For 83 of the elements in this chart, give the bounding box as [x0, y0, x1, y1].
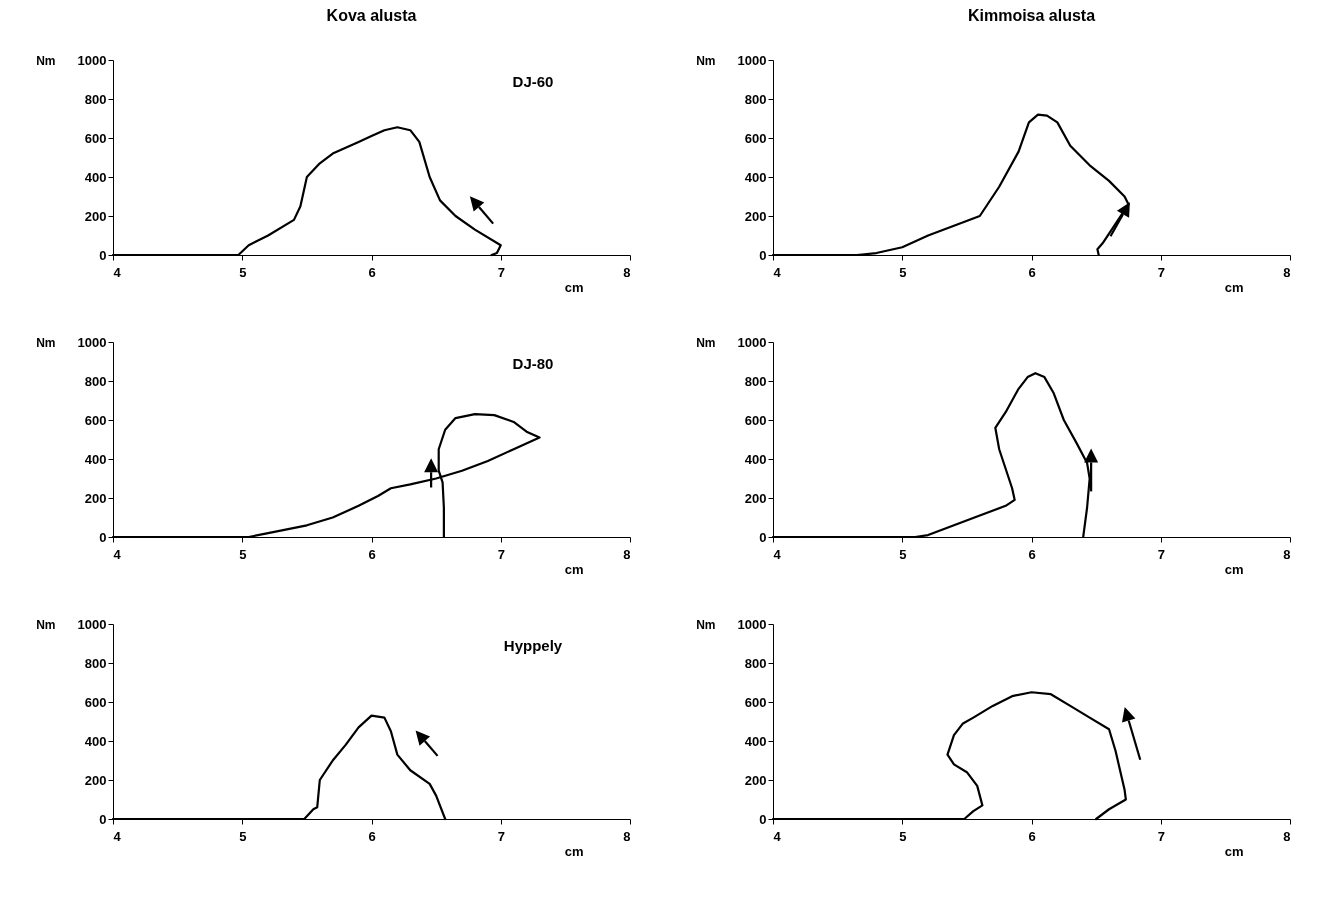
- y-tick-label: 200: [84, 490, 107, 506]
- x-tick-label: 8: [1283, 264, 1291, 280]
- x-tick-label: 6: [368, 546, 376, 562]
- x-tick-label: 8: [623, 828, 631, 844]
- x-tick-label: 4: [773, 546, 782, 562]
- x-tick-label: 8: [1283, 828, 1291, 844]
- x-tick-label: 5: [899, 546, 907, 562]
- y-tick-label: 1000: [77, 52, 107, 68]
- x-axis-title: cm: [1224, 843, 1244, 859]
- y-tick-label: 1000: [77, 616, 107, 632]
- y-tick-label: 600: [744, 694, 767, 710]
- x-tick-label: 5: [899, 264, 907, 280]
- y-tick-label: 800: [84, 655, 107, 671]
- x-tick-label: 7: [1157, 546, 1165, 562]
- chart-title: Kimmoisa alusta: [967, 7, 1096, 24]
- y-tick-label: 200: [744, 772, 767, 788]
- y-axis-title: Nm: [36, 617, 56, 632]
- annotation: Hyppely: [503, 637, 563, 654]
- y-tick-label: 0: [759, 811, 767, 827]
- y-tick-label: 600: [744, 412, 767, 428]
- x-tick-label: 8: [623, 264, 631, 280]
- x-tick-label: 6: [1028, 546, 1036, 562]
- y-tick-label: 400: [84, 733, 107, 749]
- y-tick-label: 1000: [737, 334, 767, 350]
- y-axis-title: Nm: [696, 617, 716, 632]
- y-tick-label: 0: [759, 247, 767, 263]
- x-tick-label: 4: [113, 264, 122, 280]
- x-axis-title: cm: [564, 843, 584, 859]
- y-tick-label: 200: [744, 490, 767, 506]
- y-tick-label: 800: [744, 373, 767, 389]
- y-axis-title: Nm: [696, 53, 716, 68]
- y-tick-label: 0: [99, 529, 107, 545]
- y-tick-label: 0: [759, 529, 767, 545]
- y-tick-label: 800: [84, 91, 107, 107]
- x-axis-title: cm: [1224, 279, 1244, 295]
- x-tick-label: 7: [497, 264, 505, 280]
- y-axis-title: Nm: [696, 335, 716, 350]
- x-tick-label: 8: [623, 546, 631, 562]
- y-tick-label: 0: [99, 811, 107, 827]
- x-tick-label: 5: [239, 828, 247, 844]
- y-tick-label: 600: [84, 130, 107, 146]
- y-tick-label: 1000: [737, 616, 767, 632]
- y-tick-label: 800: [84, 373, 107, 389]
- y-tick-label: 600: [84, 412, 107, 428]
- y-tick-label: 800: [744, 91, 767, 107]
- x-tick-label: 4: [113, 546, 122, 562]
- y-tick-label: 400: [744, 451, 767, 467]
- x-axis-title: cm: [1224, 561, 1244, 577]
- x-tick-label: 5: [239, 546, 247, 562]
- y-tick-label: 400: [744, 169, 767, 185]
- y-tick-label: 600: [84, 694, 107, 710]
- y-tick-label: 200: [84, 208, 107, 224]
- y-tick-label: 600: [744, 130, 767, 146]
- y-tick-label: 1000: [77, 334, 107, 350]
- y-tick-label: 0: [99, 247, 107, 263]
- x-axis-title: cm: [564, 561, 584, 577]
- x-tick-label: 4: [773, 828, 782, 844]
- x-tick-label: 4: [773, 264, 782, 280]
- x-tick-label: 7: [497, 546, 505, 562]
- x-axis-title: cm: [564, 279, 584, 295]
- y-tick-label: 200: [84, 772, 107, 788]
- y-tick-label: 1000: [737, 52, 767, 68]
- x-tick-label: 6: [368, 264, 376, 280]
- x-tick-label: 8: [1283, 546, 1291, 562]
- y-tick-label: 400: [744, 733, 767, 749]
- x-tick-label: 6: [368, 828, 376, 844]
- annotation: DJ-60: [512, 73, 554, 90]
- y-tick-label: 400: [84, 169, 107, 185]
- x-tick-label: 5: [899, 828, 907, 844]
- y-tick-label: 200: [744, 208, 767, 224]
- x-tick-label: 7: [497, 828, 505, 844]
- x-tick-label: 7: [1157, 264, 1165, 280]
- x-tick-label: 7: [1157, 828, 1165, 844]
- y-axis-title: Nm: [36, 335, 56, 350]
- y-tick-label: 400: [84, 451, 107, 467]
- x-tick-label: 6: [1028, 828, 1036, 844]
- x-tick-label: 6: [1028, 264, 1036, 280]
- chart-title: Kova alusta: [326, 7, 417, 24]
- x-tick-label: 5: [239, 264, 247, 280]
- x-tick-label: 4: [113, 828, 122, 844]
- y-axis-title: Nm: [36, 53, 56, 68]
- y-tick-label: 800: [744, 655, 767, 671]
- annotation: DJ-80: [512, 355, 554, 372]
